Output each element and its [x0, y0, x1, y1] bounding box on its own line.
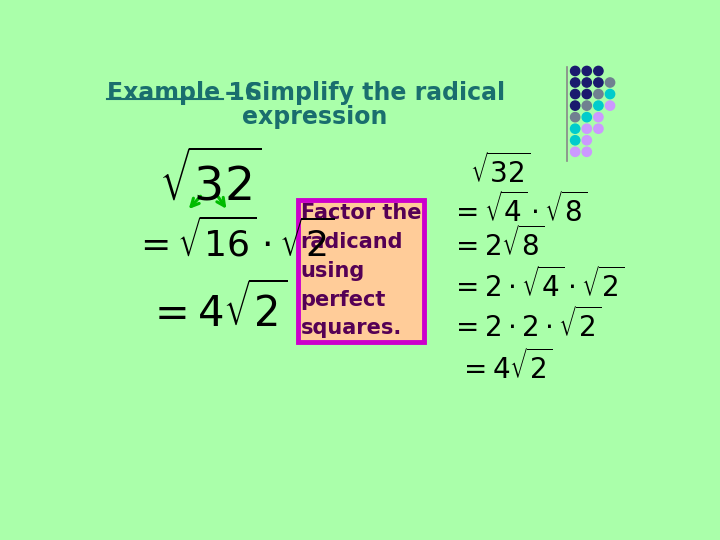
Circle shape [582, 78, 591, 87]
Circle shape [606, 101, 615, 110]
Text: $=4\sqrt{2}$: $=4\sqrt{2}$ [458, 349, 553, 386]
Circle shape [594, 112, 603, 122]
Circle shape [570, 147, 580, 157]
Text: $\sqrt{32}$: $\sqrt{32}$ [158, 152, 261, 211]
Circle shape [570, 136, 580, 145]
Text: $=\sqrt{4}\cdot\sqrt{8}$: $=\sqrt{4}\cdot\sqrt{8}$ [451, 192, 588, 227]
Text: $=2\cdot\sqrt{4}\cdot\sqrt{2}$: $=2\cdot\sqrt{4}\cdot\sqrt{2}$ [451, 267, 626, 303]
Text: $\sqrt{32}$: $\sqrt{32}$ [469, 153, 531, 189]
Circle shape [606, 78, 615, 87]
Circle shape [594, 78, 603, 87]
Circle shape [582, 136, 591, 145]
Text: $=2\cdot2\cdot\sqrt{2}$: $=2\cdot2\cdot\sqrt{2}$ [451, 307, 602, 343]
Circle shape [594, 90, 603, 99]
Text: – Simplify the radical: – Simplify the radical [225, 80, 505, 105]
Text: $=4\sqrt{2}$: $=4\sqrt{2}$ [145, 284, 287, 336]
Circle shape [594, 101, 603, 110]
Circle shape [570, 66, 580, 76]
Circle shape [582, 147, 591, 157]
Circle shape [570, 101, 580, 110]
Circle shape [582, 101, 591, 110]
Text: $=\sqrt{16}\cdot\sqrt{2}$: $=\sqrt{16}\cdot\sqrt{2}$ [132, 218, 335, 263]
Circle shape [594, 124, 603, 133]
Circle shape [582, 112, 591, 122]
Circle shape [582, 124, 591, 133]
Text: Example 1C: Example 1C [107, 80, 262, 105]
Circle shape [594, 66, 603, 76]
Circle shape [582, 90, 591, 99]
Circle shape [570, 112, 580, 122]
Circle shape [570, 78, 580, 87]
Text: expression: expression [242, 105, 387, 129]
Circle shape [582, 66, 591, 76]
Text: Factor the
radicand
using
perfect
squares.: Factor the radicand using perfect square… [301, 203, 421, 339]
Circle shape [606, 90, 615, 99]
Text: $=2\sqrt{8}$: $=2\sqrt{8}$ [451, 226, 545, 262]
Circle shape [570, 90, 580, 99]
Circle shape [570, 124, 580, 133]
FancyBboxPatch shape [297, 200, 424, 342]
